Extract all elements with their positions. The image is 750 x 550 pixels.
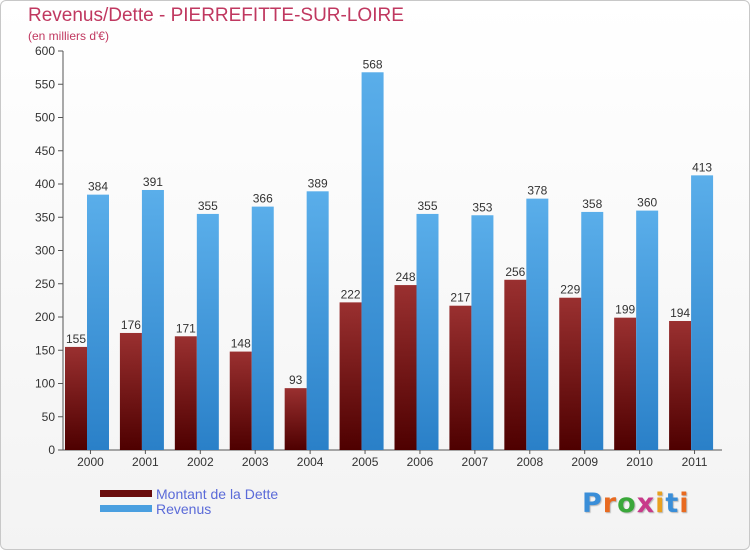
bar-revenus — [196, 213, 219, 450]
data-label-dette: 176 — [121, 318, 141, 332]
data-label-revenus: 355 — [198, 199, 218, 213]
y-tick-label: 50 — [42, 410, 56, 424]
bar-dette — [559, 297, 582, 450]
bar-dette — [65, 346, 87, 450]
y-tick-label: 250 — [35, 277, 55, 291]
bar-dette — [339, 302, 362, 450]
x-tick-label: 2011 — [682, 455, 708, 469]
data-label-dette: 229 — [560, 283, 580, 297]
legend-swatch-dette — [100, 490, 152, 497]
bar-revenus — [251, 206, 274, 450]
bar-revenus — [141, 189, 164, 451]
x-tick-label: 2004 — [297, 455, 324, 469]
data-label-dette: 194 — [670, 306, 690, 320]
data-label-revenus: 360 — [637, 196, 657, 210]
bar-dette — [174, 336, 197, 450]
x-tick-label: 2005 — [352, 455, 379, 469]
bar-dette — [394, 285, 417, 450]
x-tick-label: 2000 — [77, 455, 104, 469]
legend: Montant de la Dette Revenus — [100, 485, 279, 517]
bar-revenus — [636, 210, 659, 450]
data-label-dette: 217 — [450, 291, 470, 305]
y-tick-label: 100 — [35, 377, 55, 391]
data-label-revenus: 378 — [527, 184, 547, 198]
x-tick-label: 2001 — [132, 455, 159, 469]
data-label-revenus: 355 — [417, 199, 437, 213]
data-label-dette: 222 — [341, 287, 361, 301]
y-tick-label: 0 — [48, 443, 55, 457]
legend-item-revenus: Revenus — [100, 500, 278, 517]
bar-dette — [614, 317, 637, 450]
legend-swatch-revenus — [100, 505, 152, 512]
data-label-dette: 93 — [289, 373, 303, 387]
y-tick-label: 550 — [35, 77, 55, 91]
bar-dette — [504, 279, 527, 450]
data-label-revenus: 389 — [308, 176, 328, 190]
data-label-revenus: 358 — [582, 197, 602, 211]
y-tick-label: 200 — [35, 310, 55, 324]
data-label-dette: 248 — [395, 270, 415, 284]
bar-dette — [119, 332, 142, 450]
bar-dette — [449, 305, 472, 450]
y-tick-label: 450 — [35, 144, 55, 158]
y-tick-label: 150 — [35, 343, 55, 357]
bar-revenus — [87, 194, 109, 450]
bar-revenus — [471, 215, 494, 450]
bar-revenus — [581, 211, 604, 450]
data-label-revenus: 391 — [143, 175, 163, 189]
y-tick-label: 350 — [35, 210, 55, 224]
data-label-revenus: 353 — [472, 200, 492, 214]
data-label-revenus: 568 — [363, 57, 383, 71]
bar-revenus — [361, 72, 384, 450]
x-tick-label: 2009 — [571, 455, 598, 469]
x-tick-label: 2003 — [242, 455, 269, 469]
bar-dette — [229, 351, 252, 450]
data-label-revenus: 413 — [692, 160, 712, 174]
x-tick-label: 2006 — [407, 455, 434, 469]
x-tick-label: 2007 — [462, 455, 489, 469]
bar-revenus — [691, 175, 714, 451]
legend-item-dette: Montant de la Dette — [100, 485, 279, 502]
data-label-dette: 199 — [615, 303, 635, 317]
chart-subtitle: (en milliers d'€) — [28, 29, 109, 43]
proxiti-logo: Proxiti — [582, 488, 690, 519]
y-tick-label: 300 — [35, 244, 55, 258]
legend-label-revenus: Revenus — [156, 500, 212, 517]
bar-revenus — [526, 198, 549, 450]
legend-label-dette: Montant de la Dette — [156, 485, 279, 502]
y-tick-label: 600 — [35, 44, 55, 58]
bar-revenus — [416, 213, 439, 450]
x-tick-label: 2002 — [187, 455, 214, 469]
data-label-dette: 148 — [231, 337, 251, 351]
data-label-dette: 155 — [66, 332, 86, 346]
bar-dette — [284, 388, 307, 450]
data-label-dette: 171 — [176, 321, 196, 335]
bar-dette — [669, 320, 692, 450]
y-tick-label: 400 — [35, 177, 55, 191]
data-label-revenus: 366 — [253, 192, 273, 206]
x-tick-label: 2008 — [516, 455, 543, 469]
data-label-dette: 256 — [505, 265, 525, 279]
bar-revenus — [306, 191, 329, 450]
y-tick-label: 500 — [35, 111, 55, 125]
data-label-revenus: 384 — [88, 180, 108, 194]
chart-title: Revenus/Dette - PIERREFITTE-SUR-LOIRE — [28, 5, 404, 26]
x-tick-label: 2010 — [626, 455, 653, 469]
